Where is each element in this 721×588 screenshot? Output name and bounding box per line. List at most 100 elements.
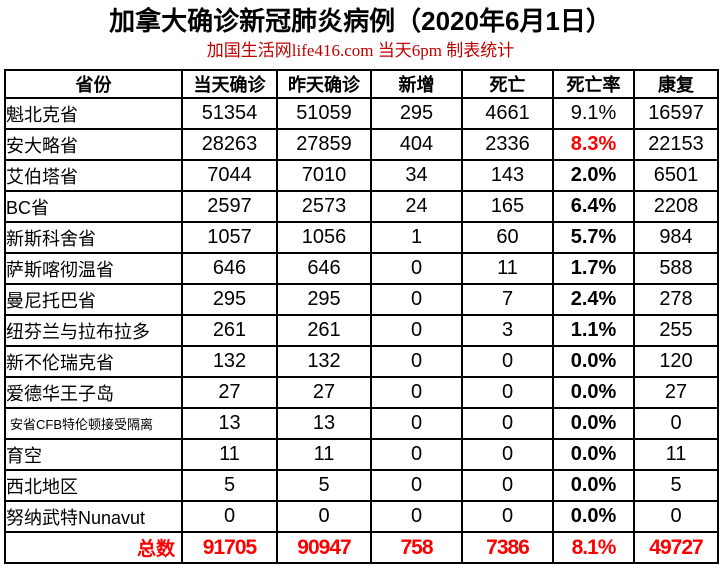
province-cell: 新不伦瑞克省 xyxy=(4,345,183,378)
value-cell: 11 xyxy=(276,438,372,471)
province-cell: 曼尼托巴省 xyxy=(4,283,183,316)
province-cell: 萨斯喀彻温省 xyxy=(4,252,183,285)
column-header-death-rate: 死亡率 xyxy=(552,69,635,99)
value-cell: 2573 xyxy=(276,190,372,223)
value-cell: 11 xyxy=(181,438,278,471)
death-rate-cell: 0.0% xyxy=(552,345,635,378)
death-rate-cell: 5.7% xyxy=(552,221,635,254)
value-cell: 1057 xyxy=(181,221,278,254)
death-rate-cell: 0.0% xyxy=(552,438,635,471)
total-yesterday-cell: 90947 xyxy=(276,531,372,564)
column-header-new-cases: 新增 xyxy=(370,69,463,99)
value-cell: 0 xyxy=(370,500,463,533)
value-cell: 0 xyxy=(181,500,278,533)
value-cell: 0 xyxy=(461,376,554,409)
table-row: BC省 2597 2573 24 165 6.4% 2208 xyxy=(4,190,719,223)
value-cell: 2597 xyxy=(181,190,278,223)
column-header-today-confirmed: 当天确诊 xyxy=(181,69,278,99)
value-cell: 6501 xyxy=(633,159,719,192)
province-cell: 安大略省 xyxy=(4,128,183,161)
value-cell: 60 xyxy=(461,221,554,254)
death-rate-cell: 0.0% xyxy=(552,376,635,409)
province-cell: BC省 xyxy=(4,190,183,223)
covid-stats-table: 省份 当天确诊 昨天确诊 新增 死亡 死亡率 康复 魁北克省 51354 51059… xyxy=(4,69,719,564)
value-cell: 34 xyxy=(370,159,463,192)
total-new-cases-cell: 758 xyxy=(370,531,463,564)
value-cell: 120 xyxy=(633,345,719,378)
value-cell: 0 xyxy=(370,252,463,285)
value-cell: 5 xyxy=(633,469,719,502)
value-cell: 0 xyxy=(461,345,554,378)
value-cell: 0 xyxy=(370,283,463,316)
value-cell: 0 xyxy=(461,500,554,533)
value-cell: 27 xyxy=(276,376,372,409)
table-row: 新不伦瑞克省 132 132 0 0 0.0% 120 xyxy=(4,345,719,378)
value-cell: 132 xyxy=(181,345,278,378)
value-cell: 51059 xyxy=(276,97,372,130)
table-row: 萨斯喀彻温省 646 646 0 11 1.7% 588 xyxy=(4,252,719,285)
death-rate-cell: 2.4% xyxy=(552,283,635,316)
total-deaths-cell: 7386 xyxy=(461,531,554,564)
value-cell: 278 xyxy=(633,283,719,316)
value-cell: 1 xyxy=(370,221,463,254)
death-rate-cell: 6.4% xyxy=(552,190,635,223)
value-cell: 2336 xyxy=(461,128,554,161)
table-row: 安省CFB特伦顿接受隔离 13 13 0 0 0.0% 0 xyxy=(4,407,719,440)
table-body: 魁北克省 51354 51059 295 4661 9.1% 16597 安大略省 28263 2… xyxy=(4,97,719,533)
value-cell: 1056 xyxy=(276,221,372,254)
value-cell: 27 xyxy=(181,376,278,409)
value-cell: 4661 xyxy=(461,97,554,130)
province-cell: 努纳武特Nunavut xyxy=(4,500,183,533)
province-cell: 魁北克省 xyxy=(4,97,183,130)
table-row: 爱德华王子岛 27 27 0 0 0.0% 27 xyxy=(4,376,719,409)
province-cell: 西北地区 xyxy=(4,469,183,502)
column-header-yesterday-confirmed: 昨天确诊 xyxy=(276,69,372,99)
column-header-deaths: 死亡 xyxy=(461,69,554,99)
value-cell: 0 xyxy=(461,469,554,502)
value-cell: 13 xyxy=(181,407,278,440)
value-cell: 2208 xyxy=(633,190,719,223)
death-rate-cell: 2.0% xyxy=(552,159,635,192)
page-title: 加拿大确诊新冠肺炎病例（2020年6月1日） xyxy=(109,6,612,36)
table-row: 西北地区 5 5 0 0 0.0% 5 xyxy=(4,469,719,502)
province-cell: 艾伯塔省 xyxy=(4,159,183,192)
value-cell: 5 xyxy=(181,469,278,502)
province-cell: 爱德华王子岛 xyxy=(4,376,183,409)
value-cell: 295 xyxy=(370,97,463,130)
value-cell: 0 xyxy=(276,500,372,533)
value-cell: 0 xyxy=(370,469,463,502)
value-cell: 261 xyxy=(181,314,278,347)
death-rate-cell: 0.0% xyxy=(552,469,635,502)
province-cell: 安省CFB特伦顿接受隔离 xyxy=(4,407,183,440)
province-cell: 育空 xyxy=(4,438,183,471)
value-cell: 5 xyxy=(276,469,372,502)
value-cell: 0 xyxy=(370,345,463,378)
total-recovered-cell: 49727 xyxy=(633,531,719,564)
province-cell: 纽芬兰与拉布拉多 xyxy=(4,314,183,347)
value-cell: 984 xyxy=(633,221,719,254)
table-header: 省份 当天确诊 昨天确诊 新增 死亡 死亡率 康复 xyxy=(4,69,719,99)
death-rate-cell: 1.1% xyxy=(552,314,635,347)
column-header-province: 省份 xyxy=(4,69,183,99)
death-rate-cell: 0.0% xyxy=(552,500,635,533)
value-cell: 11 xyxy=(461,252,554,285)
table-row: 育空 11 11 0 0 0.0% 11 xyxy=(4,438,719,471)
value-cell: 588 xyxy=(633,252,719,285)
value-cell: 295 xyxy=(276,283,372,316)
value-cell: 0 xyxy=(370,376,463,409)
value-cell: 0 xyxy=(370,438,463,471)
death-rate-cell: 8.3% xyxy=(552,128,635,161)
value-cell: 295 xyxy=(181,283,278,316)
value-cell: 16597 xyxy=(633,97,719,130)
value-cell: 0 xyxy=(370,407,463,440)
value-cell: 28263 xyxy=(181,128,278,161)
table-row: 努纳武特Nunavut 0 0 0 0 0.0% 0 xyxy=(4,500,719,533)
value-cell: 0 xyxy=(370,314,463,347)
table-footer: 总数 91705 90947 758 7386 8.1% 49727 xyxy=(4,531,719,564)
value-cell: 261 xyxy=(276,314,372,347)
value-cell: 404 xyxy=(370,128,463,161)
table-row: 魁北克省 51354 51059 295 4661 9.1% 16597 xyxy=(4,97,719,130)
value-cell: 22153 xyxy=(633,128,719,161)
total-row: 总数 91705 90947 758 7386 8.1% 49727 xyxy=(4,531,719,564)
